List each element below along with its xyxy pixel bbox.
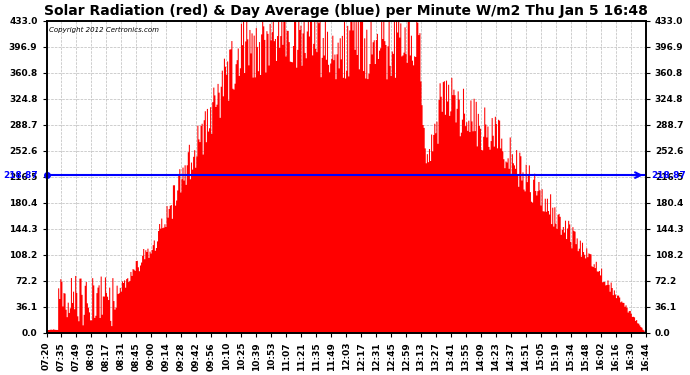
Text: 218.87: 218.87 [652, 171, 687, 180]
Title: Solar Radiation (red) & Day Average (blue) per Minute W/m2 Thu Jan 5 16:48: Solar Radiation (red) & Day Average (blu… [44, 4, 648, 18]
Text: Copyright 2012 Certronics.com: Copyright 2012 Certronics.com [50, 27, 159, 33]
Text: 218.87: 218.87 [3, 171, 38, 180]
